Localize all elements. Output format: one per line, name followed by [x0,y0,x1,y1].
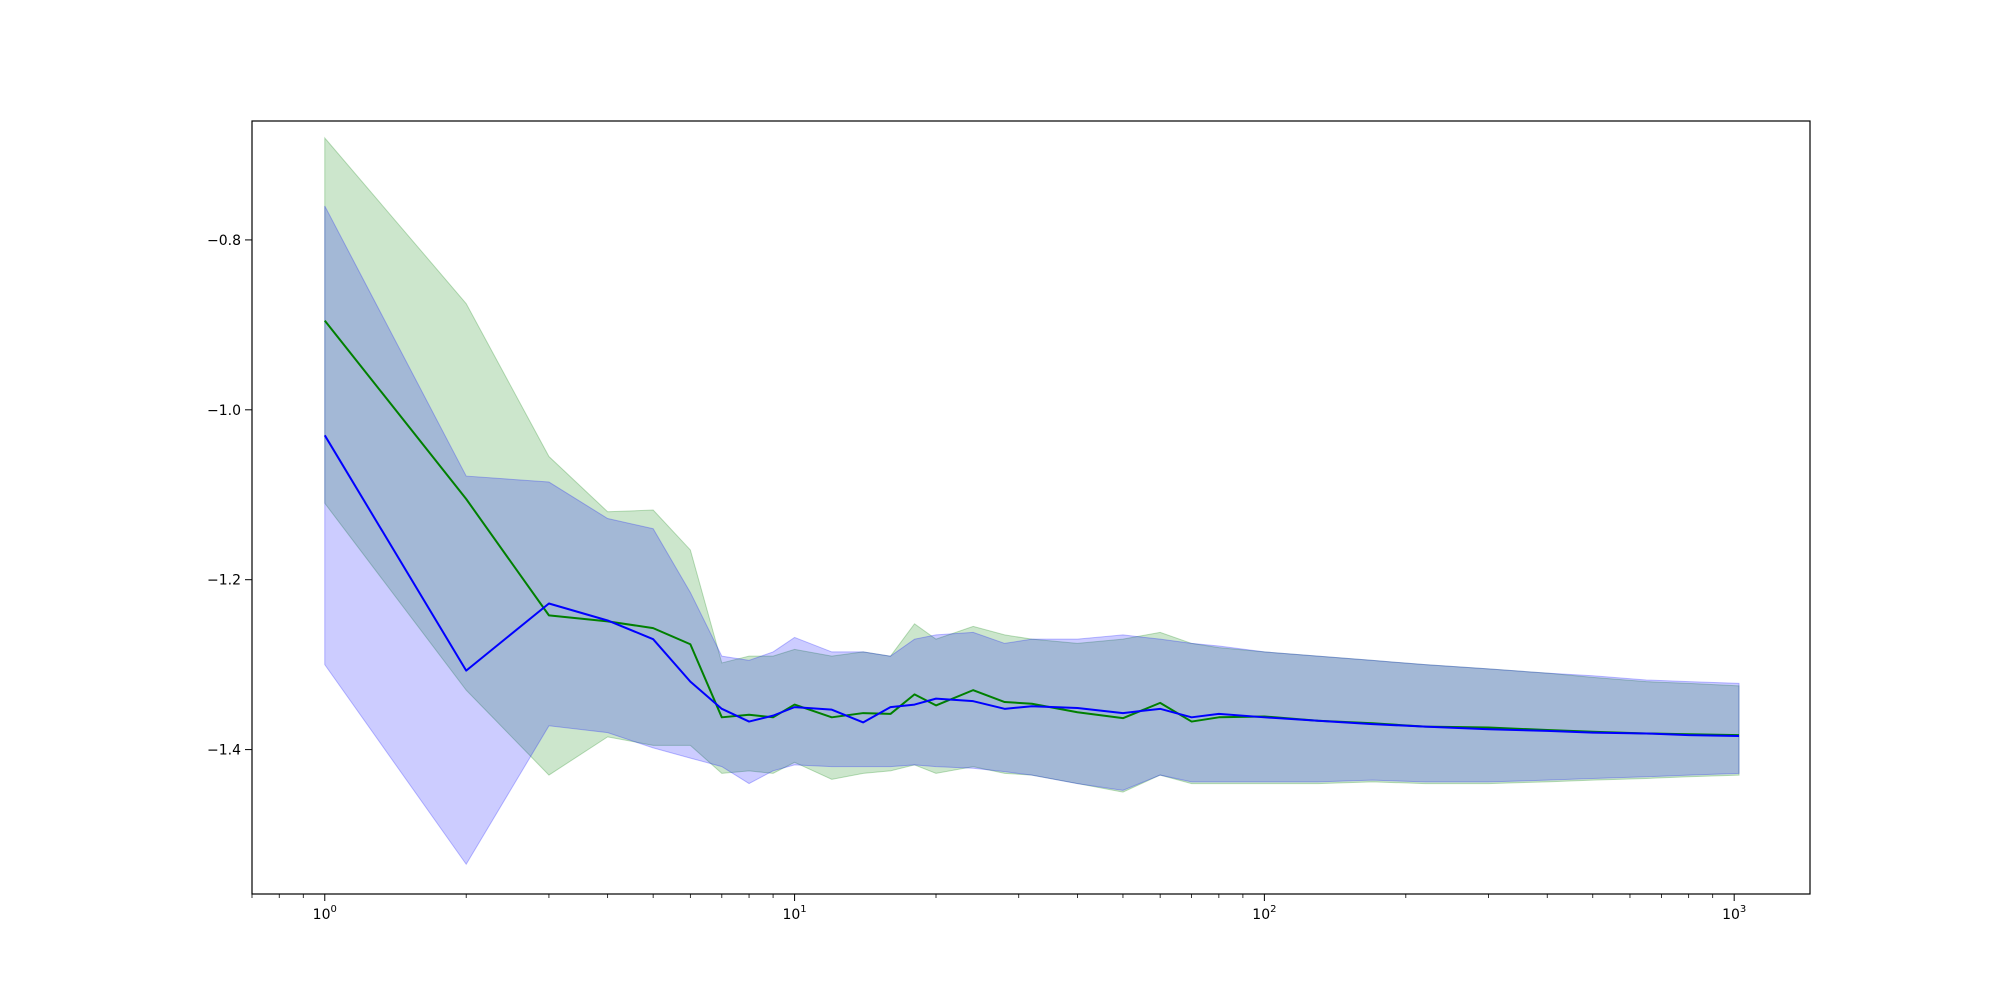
line-series-2 [323,434,1740,737]
band-series-2 [324,205,1740,866]
y-axis: −0.8 −1.0 −1.2 −1.4 [207,233,252,759]
x-tick-label: 102 [1252,904,1276,923]
series-lines [323,319,1740,737]
x-tick-label: 101 [782,904,806,923]
x-tick-label: 100 [313,904,337,923]
y-tick-label: −1.0 [207,403,241,419]
y-tick-label: −1.2 [207,573,241,589]
line-series-1 [323,319,1740,737]
y-tick-label: −1.4 [207,743,241,759]
y-tick-label: −0.8 [207,233,241,249]
x-tick-label: 103 [1722,904,1746,923]
band-series-1 [324,136,1740,793]
x-axis: 100 101 102 103 [251,894,1746,923]
confidence-bands [324,136,1740,866]
plot-frame [251,120,1811,895]
